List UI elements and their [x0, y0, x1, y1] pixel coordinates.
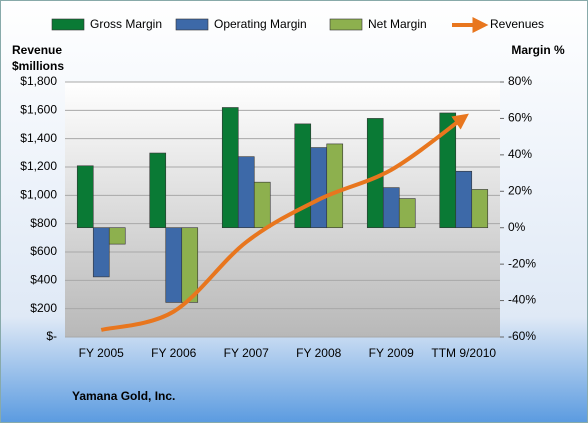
legend-label: Operating Margin: [214, 17, 307, 31]
legend-swatch: [51, 18, 85, 31]
bar: [221, 107, 239, 229]
bar: [181, 227, 199, 303]
bar: [237, 156, 255, 229]
bar: [92, 227, 110, 278]
y2-tick-label: -60%: [508, 329, 536, 343]
y-tick-label: $200: [30, 301, 57, 315]
bar: [310, 147, 328, 229]
y-tick-label: $1,600: [20, 103, 57, 117]
bar: [398, 198, 416, 229]
y2-tick-label: 0%: [508, 220, 526, 234]
y-tick-label: $1,400: [20, 131, 57, 145]
y-tick-label: $800: [30, 216, 57, 230]
y2-tick-label: 80%: [508, 74, 532, 88]
bar: [108, 227, 126, 245]
legend-label: Net Margin: [368, 17, 427, 31]
bar: [471, 189, 489, 229]
y-tick-label: $600: [30, 244, 57, 258]
y2-tick-label: 20%: [508, 183, 532, 197]
y2-tick-label: -40%: [508, 293, 536, 307]
legend-label: Revenues: [490, 17, 544, 31]
revenue-line: [100, 113, 469, 332]
plot-area: [65, 82, 500, 337]
y-tick-label: $1,000: [20, 188, 57, 202]
y-tick-label: $400: [30, 273, 57, 287]
y-axis-unit: $millions: [12, 59, 64, 73]
x-tick-label: FY 2007: [224, 346, 269, 360]
y-tick-label: $1,800: [20, 74, 57, 88]
x-tick-label: FY 2005: [79, 346, 124, 360]
x-tick-label: TTM 9/2010: [431, 346, 496, 360]
bar: [455, 170, 473, 229]
chart-title: Yamana Gold, Inc.: [72, 389, 175, 403]
y2-tick-label: 60%: [508, 111, 532, 125]
legend-label: Gross Margin: [90, 17, 162, 31]
legend-swatch: [175, 18, 209, 31]
legend-swatch: [329, 18, 363, 31]
bar: [76, 165, 94, 229]
y-axis-label: Revenue: [12, 43, 62, 57]
y2-tick-label: -20%: [508, 256, 536, 270]
bar: [326, 143, 344, 229]
bar: [439, 112, 457, 229]
bar: [149, 152, 167, 229]
x-tick-label: FY 2009: [369, 346, 414, 360]
x-tick-label: FY 2006: [151, 346, 196, 360]
bar: [382, 187, 400, 229]
y2-tick-label: 40%: [508, 147, 532, 161]
y-tick-label: $-: [46, 329, 57, 343]
bar: [253, 181, 271, 229]
bar: [165, 227, 183, 303]
y2-axis-label: Margin %: [511, 43, 565, 57]
x-tick-label: FY 2008: [296, 346, 341, 360]
y-tick-label: $1,200: [20, 159, 57, 173]
